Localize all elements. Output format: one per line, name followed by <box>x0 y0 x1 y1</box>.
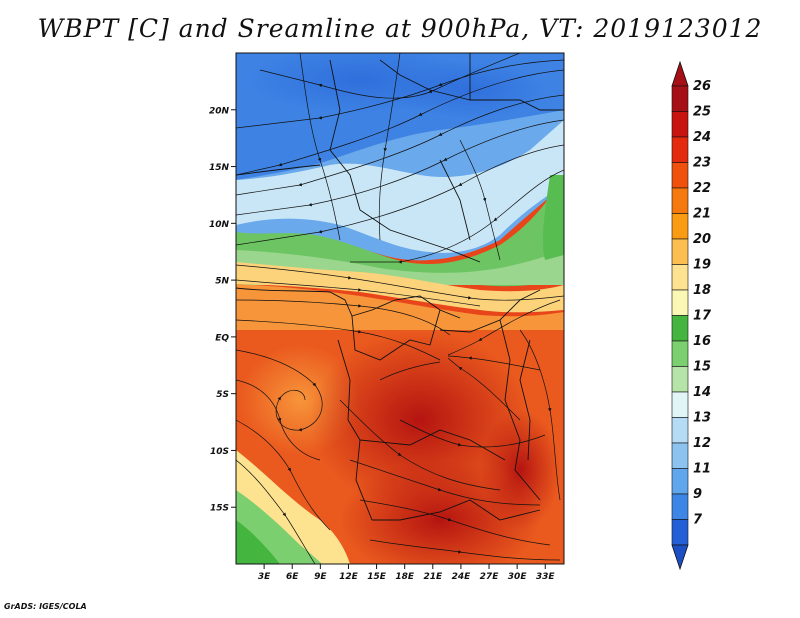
colorbar-swatch <box>671 264 689 291</box>
colorbar-label: 19 <box>693 258 711 273</box>
lat-tick-label: 10S <box>210 447 229 457</box>
lon-tick-label: 6E <box>286 572 299 582</box>
lon-tick-label: 12E <box>339 572 359 582</box>
lon-tick-label: 27E <box>480 572 500 582</box>
colorbar-label: 18 <box>693 283 711 298</box>
lat-tick-label: 10N <box>209 220 230 230</box>
colorbar-label: 13 <box>693 411 711 426</box>
grads-credit: GrADS: IGES/COLA <box>4 602 87 611</box>
lon-tick-label: 18E <box>395 572 415 582</box>
colorbar-label: 12 <box>693 436 711 451</box>
colorbar-label: 23 <box>693 156 711 171</box>
colorbar-label: 21 <box>693 207 711 222</box>
colorbar-swatch <box>671 442 689 469</box>
colorbar-label: 17 <box>693 309 712 324</box>
colorbar-label: 22 <box>693 181 711 196</box>
colorbar-swatch <box>671 519 689 546</box>
colorbar-high-arrow <box>671 60 689 87</box>
lat-tick-label: 5S <box>216 390 229 400</box>
colorbar-label: 15 <box>693 360 711 375</box>
colorbar-label: 16 <box>693 334 711 349</box>
colorbar-swatch <box>671 111 689 138</box>
lat-tick-label: 15N <box>209 163 230 173</box>
colorbar-swatch <box>671 366 689 393</box>
colorbar-swatch <box>671 213 689 240</box>
lon-tick-label: 15E <box>367 572 387 582</box>
colorbar: 26 25 24 23 22 21 20 19 18 17 16 15 14 13 12 11 9 7 <box>671 60 712 571</box>
lon-tick-label: 21E <box>423 572 443 582</box>
map-frame <box>235 52 565 565</box>
colorbar-label: 14 <box>693 385 711 400</box>
colorbar-swatch <box>671 468 689 495</box>
colorbar-swatch <box>671 85 689 112</box>
lat-tick-label: 15S <box>210 504 229 514</box>
colorbar-swatch <box>671 340 689 367</box>
lat-tick-label: EQ <box>215 333 229 343</box>
colorbar-label: 20 <box>693 232 711 247</box>
colorbar-label: 25 <box>693 105 711 120</box>
colorbar-label: 7 <box>693 513 703 528</box>
lon-tick-label: 3E <box>258 572 271 582</box>
colorbar-swatch <box>671 391 689 418</box>
colorbar-label: 9 <box>693 487 702 502</box>
chart-title: WBPT [C] and Sreamline at 900hPa, VT: 20… <box>37 14 763 43</box>
colorbar-swatch <box>671 238 689 265</box>
colorbar-swatch <box>671 187 689 214</box>
colorbar-label: 24 <box>693 130 711 145</box>
colorbar-swatch <box>671 162 689 189</box>
colorbar-swatch <box>671 136 689 163</box>
colorbar-swatch <box>671 315 689 342</box>
colorbar-label: 26 <box>693 79 711 94</box>
lat-tick-label: 5N <box>215 277 229 287</box>
colorbar-low-arrow <box>671 544 689 571</box>
colorbar-swatch <box>671 289 689 316</box>
lon-tick-label: 24E <box>452 572 472 582</box>
lon-tick-label: 30E <box>508 572 528 582</box>
latitude-axis: 20N 15N 10N 5N EQ 5S 10S 15S <box>209 106 236 514</box>
longitude-axis: 3E 6E 9E 12E 15E 18E 21E 24E 27E 30E 33E <box>258 564 556 582</box>
colorbar-swatch <box>671 417 689 444</box>
lon-tick-label: 33E <box>536 572 556 582</box>
lat-tick-label: 20N <box>209 106 230 116</box>
lon-tick-label: 9E <box>314 572 327 582</box>
wbpt-field <box>236 53 564 564</box>
colorbar-label: 11 <box>693 462 711 477</box>
colorbar-swatch <box>671 493 689 520</box>
